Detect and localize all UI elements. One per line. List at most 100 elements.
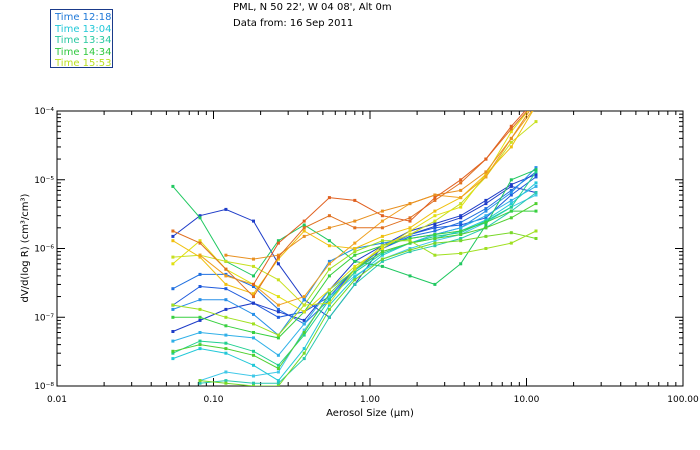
data-point — [433, 198, 437, 202]
data-point — [252, 322, 255, 326]
data-point — [171, 303, 175, 307]
data-point — [224, 381, 228, 385]
data-point — [224, 379, 228, 383]
data-point — [327, 303, 331, 307]
data-point — [534, 166, 538, 170]
data-point — [459, 216, 463, 220]
data-point — [459, 229, 463, 233]
data-point — [224, 347, 228, 351]
data-point — [276, 241, 280, 245]
data-point — [327, 267, 331, 271]
series-line — [253, 111, 526, 285]
data-point — [380, 250, 384, 254]
data-point — [459, 188, 463, 192]
data-point — [224, 282, 228, 286]
data-point — [252, 331, 255, 334]
data-point — [509, 209, 513, 213]
data-point — [302, 351, 306, 355]
data-point — [302, 229, 306, 233]
data-point — [302, 295, 306, 299]
data-point — [327, 239, 331, 243]
data-point — [484, 214, 488, 218]
data-point — [459, 202, 463, 206]
x-tick-label: 0.01 — [47, 395, 67, 405]
data-point — [433, 214, 437, 218]
data-point — [276, 384, 280, 386]
data-point — [252, 292, 255, 296]
data-point — [276, 303, 280, 307]
data-point — [534, 120, 538, 124]
data-point — [408, 216, 412, 220]
data-point — [408, 234, 412, 238]
data-point — [276, 310, 280, 314]
data-point — [459, 214, 463, 218]
y-tick-label: 10⁻⁵ — [34, 176, 54, 186]
data-point — [198, 379, 202, 383]
data-point — [353, 219, 357, 223]
data-point — [276, 315, 280, 319]
data-point — [198, 343, 202, 347]
data-point — [302, 219, 306, 223]
data-point — [408, 219, 412, 223]
data-point — [327, 274, 331, 278]
data-point — [433, 209, 437, 213]
data-point — [327, 226, 331, 230]
data-point — [302, 234, 306, 238]
data-point — [276, 253, 280, 257]
data-point — [509, 202, 513, 206]
data-point — [459, 205, 463, 209]
data-point — [171, 234, 175, 238]
legend-item-4: Time 14:34 — [55, 46, 112, 58]
data-point — [276, 363, 280, 367]
data-point — [484, 202, 488, 206]
data-point — [171, 239, 175, 243]
data-point — [380, 209, 384, 213]
data-point — [484, 220, 488, 224]
data-point — [509, 216, 513, 220]
data-point — [252, 336, 255, 340]
series-19 — [198, 104, 538, 307]
data-point — [224, 333, 228, 337]
data-point — [509, 136, 513, 140]
data-point — [276, 257, 280, 261]
legend-item-3: Time 13:34 — [55, 35, 112, 46]
legend-item-2: Time 13:04 — [55, 23, 112, 35]
data-point — [459, 196, 463, 200]
data-point — [224, 274, 228, 278]
data-point — [534, 172, 538, 176]
data-point — [353, 275, 357, 279]
data-point — [327, 307, 331, 311]
data-point — [353, 264, 357, 268]
series-8 — [171, 181, 538, 383]
data-point — [534, 229, 538, 233]
data-point — [302, 318, 306, 322]
data-point — [171, 349, 175, 353]
data-point — [276, 262, 280, 266]
data-point — [276, 381, 280, 385]
x-tick-label: 1.00 — [360, 395, 380, 405]
data-point — [509, 145, 513, 149]
data-point — [433, 196, 437, 200]
data-point — [535, 104, 538, 107]
data-point — [484, 172, 488, 176]
data-point — [509, 178, 513, 182]
data-point — [224, 207, 228, 211]
data-point — [198, 214, 202, 218]
data-point — [484, 209, 488, 213]
data-point — [484, 175, 488, 179]
data-point — [380, 219, 384, 223]
data-point — [534, 175, 538, 179]
data-point — [224, 287, 228, 291]
data-point — [380, 264, 384, 268]
data-point — [408, 241, 412, 245]
data-point — [459, 233, 463, 236]
data-point — [252, 274, 255, 278]
data-point — [353, 278, 357, 282]
data-point — [302, 331, 306, 334]
data-point — [252, 374, 255, 378]
data-point — [380, 239, 384, 243]
series-20 — [224, 111, 530, 261]
data-point — [353, 226, 357, 230]
legend-item-1: Time 12:18 — [55, 12, 112, 23]
data-point — [198, 241, 202, 245]
